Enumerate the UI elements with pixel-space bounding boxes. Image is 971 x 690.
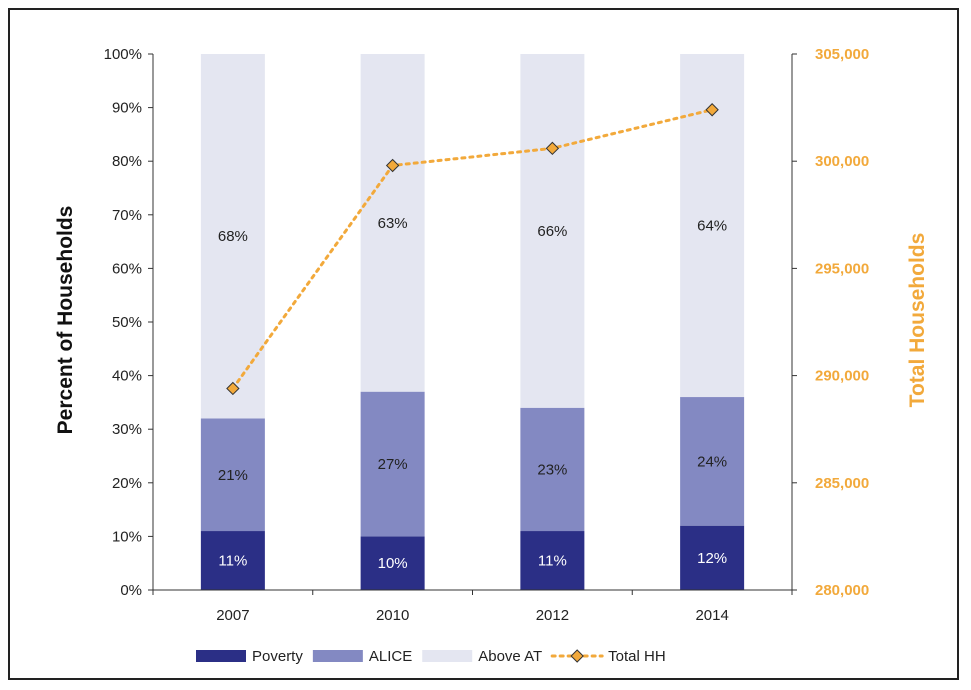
bar-poverty-2014 — [680, 525, 745, 590]
total-hh-line-layer — [226, 103, 719, 396]
y-tick-label: 0% — [120, 582, 142, 599]
y-tick-label: 90% — [112, 100, 142, 117]
y-tick-label: 10% — [112, 528, 142, 545]
y-tick-label: 50% — [112, 314, 142, 331]
bar-above-at-2010 — [360, 54, 425, 392]
y2-tick-label: 285,000 — [815, 475, 869, 492]
legend-label: ALICE — [369, 648, 412, 665]
total-hh-marker-2010 — [385, 158, 400, 173]
bar-above-at-2012 — [520, 54, 585, 408]
total-hh-marker-2007 — [226, 381, 240, 396]
data-label: 11% — [218, 553, 247, 570]
y2-tick-label: 300,000 — [815, 153, 869, 170]
bar-poverty-2007 — [200, 531, 265, 590]
y-axis-title: Percent of Households — [54, 206, 77, 435]
data-label: 64% — [697, 218, 727, 235]
y-tick-label: 100% — [104, 46, 142, 63]
data-label: 27% — [378, 456, 408, 473]
y-tick-label: 40% — [112, 368, 142, 385]
y2-tick-label: 305,000 — [815, 46, 869, 63]
legend-swatch-alice — [312, 650, 363, 662]
axes-layer: 0% 10% 20% 30% 40% 50% 60% 70% 80% 90% 100% 280,000… — [104, 46, 870, 624]
legend-swatch-total-hh-marker — [570, 649, 584, 663]
bar-above-at-2007 — [200, 54, 265, 419]
y-tick-label: 80% — [112, 153, 142, 170]
chart-frame — [8, 8, 959, 680]
bar-alice-2010 — [360, 391, 425, 537]
y-tick-label: 60% — [112, 260, 142, 277]
data-label: 63% — [378, 215, 408, 232]
bar-alice-2014 — [680, 397, 745, 526]
legend-swatch-above-at — [422, 650, 473, 662]
data-label: 11% — [538, 553, 567, 570]
bar-alice-2012 — [520, 407, 585, 532]
data-label: 12% — [697, 550, 727, 567]
x-tick-label: 2012 — [536, 607, 569, 624]
y2-tick-label: 295,000 — [815, 260, 869, 277]
legend-label: Total HH — [608, 648, 666, 665]
data-label: 23% — [537, 461, 567, 478]
bar-poverty-2012 — [520, 531, 585, 590]
bars-layer: 11% 21% 68% 10% 27% 63% 11% 23% 66% 12% 24% 64% — [200, 54, 745, 590]
y2-tick-label: 290,000 — [815, 368, 869, 385]
legend-label: Poverty — [252, 648, 303, 665]
legend: Poverty ALICE Above AT Total HH — [196, 648, 666, 665]
total-hh-marker-2014 — [705, 103, 719, 117]
data-label: 24% — [697, 453, 727, 470]
total-hh-line — [231, 108, 714, 390]
data-label: 68% — [218, 228, 248, 245]
y-tick-label: 30% — [112, 421, 142, 438]
y-tick-label: 20% — [112, 475, 142, 492]
data-label: 10% — [378, 555, 408, 572]
y2-tick-label: 280,000 — [815, 582, 869, 599]
x-tick-label: 2014 — [695, 607, 728, 624]
legend-label: Above AT — [478, 648, 542, 665]
y-tick-label: 70% — [112, 207, 142, 224]
bar-poverty-2010 — [360, 536, 425, 590]
legend-swatch-poverty — [196, 650, 246, 662]
x-tick-label: 2010 — [376, 607, 409, 624]
data-label: 66% — [537, 223, 567, 240]
bar-alice-2007 — [200, 418, 265, 532]
y2-axis-title: Total Households — [906, 233, 929, 408]
x-tick-label: 2007 — [216, 607, 249, 624]
total-hh-marker-2012 — [545, 141, 560, 156]
data-label: 21% — [218, 467, 248, 484]
